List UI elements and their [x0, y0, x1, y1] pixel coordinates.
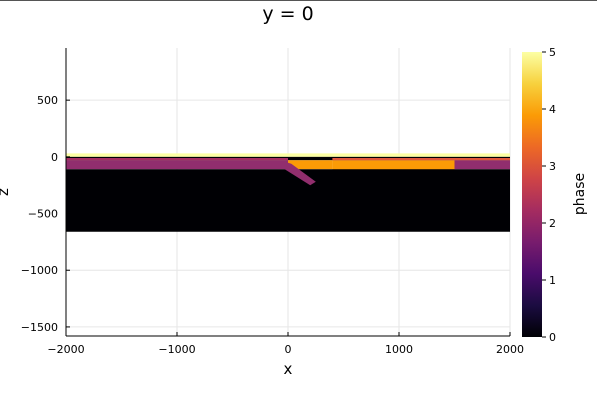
y-tick-label: 500 — [37, 94, 58, 107]
x-tick-label: 0 — [285, 343, 292, 356]
x-ticks: −2000 −1000 0 1000 2000 — [47, 332, 524, 356]
phase-region — [66, 169, 510, 232]
phase-region — [288, 160, 333, 170]
x-tick-label: −1000 — [158, 343, 195, 356]
y-tick-label: −1500 — [21, 321, 58, 334]
phase-regions — [66, 153, 510, 232]
colorbar-tick-label: 1 — [549, 274, 556, 287]
colorbar — [522, 52, 542, 337]
phase-region — [332, 158, 510, 161]
y-ticks: 500 0 −500 −1000 −1500 — [21, 94, 70, 334]
colorbar-tick-label: 0 — [549, 331, 556, 344]
colorbar-tick-label: 3 — [549, 160, 556, 173]
chart-title: y = 0 — [262, 3, 313, 25]
phase-region — [454, 160, 510, 170]
phase-region — [66, 153, 510, 157]
phase-region — [66, 160, 288, 170]
phase-region — [332, 172, 455, 175]
x-tick-label: 1000 — [385, 343, 413, 356]
colorbar-ticks: 0 1 2 3 4 5 — [542, 46, 556, 344]
colorbar-tick-label: 5 — [549, 46, 556, 59]
x-tick-label: 2000 — [496, 343, 524, 356]
phase-region — [283, 161, 316, 186]
y-axis-label: z — [0, 188, 12, 196]
x-tick-label: −2000 — [47, 343, 84, 356]
x-axis-label: x — [284, 360, 293, 378]
y-tick-label: 0 — [51, 151, 58, 164]
colorbar-tick-label: 4 — [549, 103, 556, 116]
phase-region — [66, 158, 288, 161]
colorbar-tick-label: 2 — [549, 217, 556, 230]
window-top-border — [0, 0, 597, 1]
y-tick-label: −1000 — [21, 264, 58, 277]
y-tick-label: −500 — [28, 208, 58, 221]
colorbar-label: phase — [572, 173, 588, 215]
